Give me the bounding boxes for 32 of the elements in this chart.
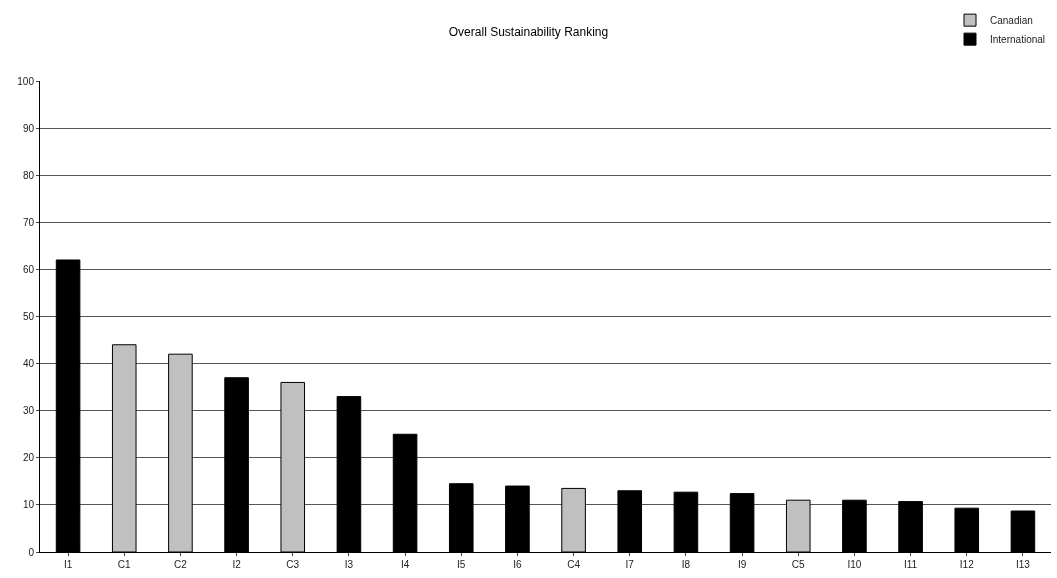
x-tick-label: I1: [63, 559, 73, 570]
x-tick-label: I3: [344, 559, 354, 570]
x-tick-label: I8: [681, 559, 691, 570]
y-tick-label: 30: [22, 405, 35, 417]
y-tick-label: 0: [28, 546, 35, 558]
y-tick-label: 10: [22, 499, 35, 511]
x-tick-label: C4: [567, 559, 581, 570]
y-tick-label: 70: [22, 216, 35, 228]
y-tick-label: 80: [22, 169, 35, 181]
y-tick-label: 50: [22, 311, 35, 322]
x-tick-label: C5: [791, 559, 806, 570]
x-tick-label: I6: [513, 559, 523, 570]
x-tick-label: I10: [847, 559, 862, 570]
x-tick-label: C2: [174, 559, 188, 570]
legend-label: Canadian: [990, 15, 1033, 27]
x-tick-label: I2: [232, 559, 242, 570]
y-tick-label: 100: [17, 75, 35, 87]
x-tick-label: I9: [737, 559, 747, 570]
x-tick-label: I7: [625, 559, 635, 570]
x-tick-label: I4: [400, 559, 410, 570]
x-tick-label: I12: [959, 559, 975, 570]
chart-title: Overall Sustainability Ranking: [448, 25, 609, 40]
x-tick-label: I13: [1015, 559, 1031, 570]
legend-label: International: [990, 34, 1046, 46]
y-tick-label: 40: [22, 358, 35, 370]
x-tick-label: I5: [457, 559, 466, 570]
y-tick-label: 60: [22, 263, 35, 275]
x-tick-label: I11: [903, 559, 918, 570]
x-tick-label: C1: [117, 559, 132, 570]
y-tick-label: 90: [22, 122, 35, 134]
x-tick-label: C3: [286, 559, 300, 570]
y-tick-label: 20: [22, 452, 35, 464]
